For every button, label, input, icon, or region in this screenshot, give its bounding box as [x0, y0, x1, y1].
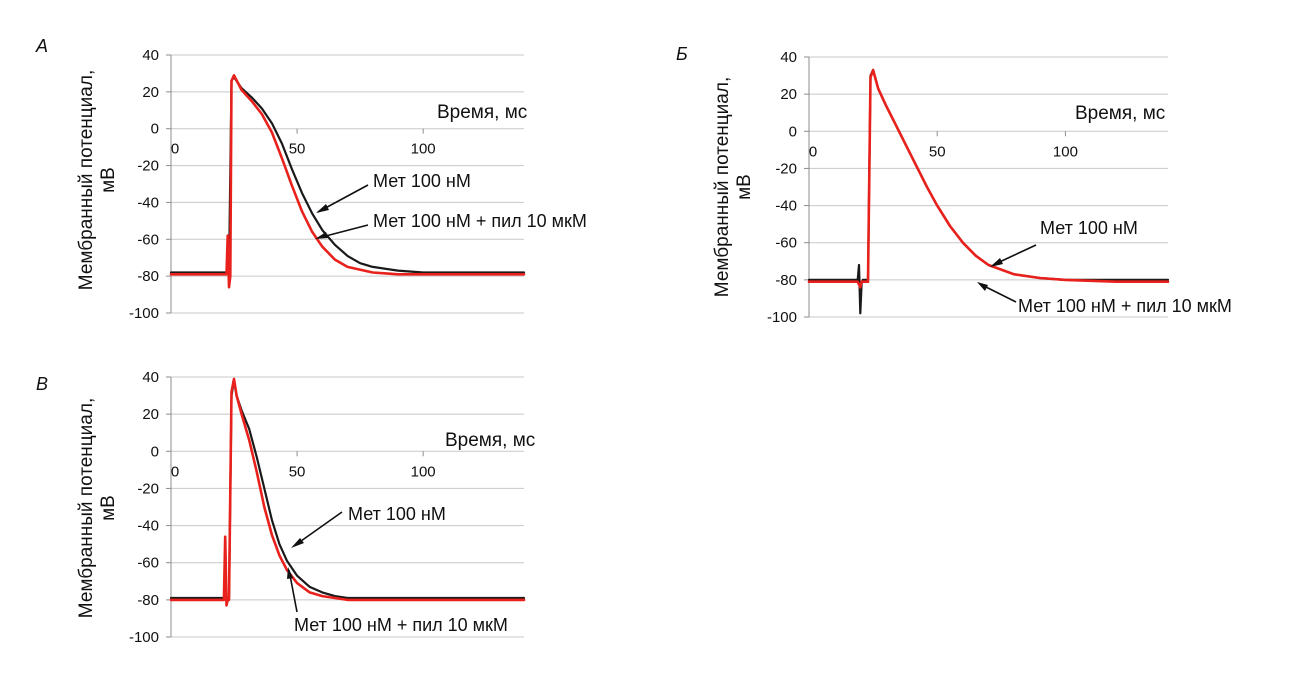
y-tick-label: -80: [775, 272, 797, 289]
panel-a-y-axis-title: Мембранный потенциал, мВ: [76, 70, 119, 290]
panel-a-x-ticks: 0 50 100: [171, 141, 436, 158]
panel-b-series: [807, 68, 1170, 315]
panel-a-label-red: Мет 100 нМ + пил 10 мкМ: [373, 211, 587, 231]
y-tick-label: -80: [137, 592, 159, 609]
series-line-red: [169, 377, 526, 607]
x-tick-label: 0: [171, 463, 179, 480]
panel-b-letter: Б: [676, 44, 688, 64]
y-tick-label: 0: [151, 121, 159, 138]
panel-b-arrowhead-black: [990, 258, 1003, 267]
y-tick-label: 0: [151, 443, 159, 460]
x-tick-label: 0: [809, 143, 817, 160]
panel-b-y-axis-title-line1: Мембранный потенциал,: [712, 77, 733, 297]
y-tick-label: -40: [137, 518, 159, 535]
series-line-red: [807, 68, 1170, 289]
y-tick-label: 40: [780, 49, 797, 66]
y-tick-label: 20: [780, 86, 797, 103]
panel-c-y-ticks: 40 20 0 -20 -40 -60 -80 -100: [129, 369, 159, 646]
panel-c-label-red: Мет 100 нМ + пил 10 мкМ: [294, 615, 508, 635]
panel-c-y-axis-title-line2: мВ: [98, 495, 119, 521]
y-tick-label: -60: [137, 231, 159, 248]
panel-b-label-red: Мет 100 нМ + пил 10 мкМ: [1018, 296, 1232, 316]
y-tick-label: -20: [137, 480, 159, 497]
panel-b-y-axis-title-line2: мВ: [734, 174, 755, 200]
y-tick-label: -40: [137, 194, 159, 211]
y-tick-label: -40: [775, 198, 797, 215]
y-tick-label: -80: [137, 268, 159, 285]
panel-a-letter: A: [35, 36, 48, 56]
panel-b-y-axis-title: Мембранный потенциал, мВ: [712, 77, 755, 297]
panel-b-label-black: Мет 100 нМ: [1040, 218, 1138, 238]
panel-c-y-axis-title: Мембранный потенциал, мВ: [76, 398, 119, 618]
y-tick-label: -60: [137, 555, 159, 572]
x-tick-label: 50: [289, 141, 306, 158]
panel-c-arrow-black: [293, 511, 343, 547]
panel-c-series: [169, 377, 526, 607]
panel-a-y-axis-title-line2: мВ: [98, 167, 119, 193]
panel-b-x-axis-title: Время, мс: [1075, 103, 1165, 124]
y-tick-label: -60: [775, 235, 797, 252]
x-tick-label: 50: [929, 143, 946, 160]
x-tick-label: 0: [171, 141, 179, 158]
y-tick-label: 0: [789, 123, 797, 140]
y-tick-label: 40: [142, 369, 159, 386]
panel-a: A 40 20 0 -20 -40 -60 -80 -100 0 50 100 Время, мс…: [35, 36, 587, 322]
panel-c-arrowhead-black: [291, 538, 304, 548]
panel-a-label-black: Мет 100 нМ: [373, 171, 471, 191]
x-tick-label: 100: [411, 463, 436, 480]
y-tick-label: -100: [767, 309, 797, 326]
panel-c-letter: В: [36, 374, 48, 394]
y-tick-label: 20: [142, 406, 159, 423]
panel-b-y-ticks: 40 20 0 -20 -40 -60 -80 -100: [767, 49, 797, 326]
y-tick-label: -100: [129, 305, 159, 322]
panel-c-y-axis-title-line1: Мембранный потенциал,: [76, 398, 97, 618]
y-tick-label: -20: [775, 160, 797, 177]
panel-b-arrowhead-red: [977, 282, 988, 291]
panel-a-y-ticks: 40 20 0 -20 -40 -60 -80 -100: [129, 47, 159, 322]
panel-c-x-ticks: 0 50 100: [171, 463, 436, 480]
panel-c-arrowhead-red: [287, 567, 293, 579]
x-tick-label: 50: [289, 463, 306, 480]
panel-a-series: [169, 74, 526, 289]
y-tick-label: 40: [142, 47, 159, 64]
panel-a-y-axis-title-line1: Мембранный потенциал,: [76, 70, 97, 290]
panel-a-arrowhead-black: [316, 204, 329, 213]
x-tick-label: 100: [1053, 143, 1078, 160]
panel-c: В 40 20 0 -20 -40 -60 -80 -100 0 50 100 Время, мс…: [36, 369, 535, 646]
x-tick-label: 100: [411, 141, 436, 158]
panel-c-x-axis-title: Время, мс: [445, 430, 535, 451]
panel-a-x-axis-title: Время, мс: [437, 102, 527, 123]
panel-b-x-ticks: 0 50 100: [809, 143, 1078, 160]
panel-b: Б 40 20 0 -20 -40 -60 -80 -100 0 50 100 Время, мс…: [676, 44, 1232, 326]
y-tick-label: -20: [137, 158, 159, 175]
y-tick-label: -100: [129, 629, 159, 646]
series-line-red: [169, 74, 526, 289]
panel-a-arrowhead-red: [315, 232, 328, 239]
y-tick-label: 20: [142, 84, 159, 101]
panel-c-label-black: Мет 100 нМ: [348, 504, 446, 524]
